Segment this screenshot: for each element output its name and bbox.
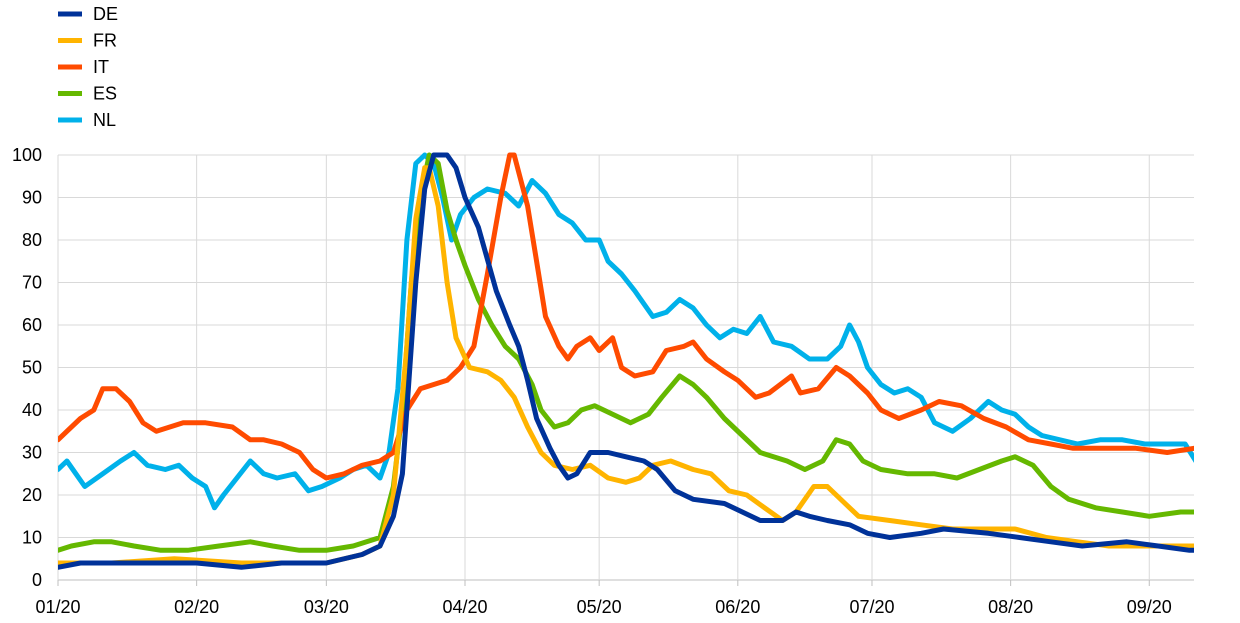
x-tick-label: 02/20 [174,597,219,617]
y-tick-label: 20 [22,485,42,505]
legend-label-nl: NL [93,110,116,130]
x-tick-label: 05/20 [577,597,622,617]
y-tick-label: 80 [22,230,42,250]
legend-label-it: IT [93,57,109,77]
x-tick-label: 06/20 [715,597,760,617]
legend: DE FR IT ES NL [58,4,118,130]
x-tick-label: 08/20 [988,597,1033,617]
y-tick-label: 100 [12,145,42,165]
y-tick-label: 40 [22,400,42,420]
legend-label-de: DE [93,4,118,24]
y-tick-label: 10 [22,528,42,548]
x-tick-label: 07/20 [849,597,894,617]
legend-label-es: ES [93,84,117,104]
legend-label-fr: FR [93,31,117,51]
y-tick-label: 90 [22,188,42,208]
x-tick-label: 04/20 [442,597,487,617]
axes: 0 10 20 30 40 50 60 70 80 90 100 01/20 02/20 03/20 04/… [12,145,1172,617]
y-tick-label: 60 [22,315,42,335]
series-line-de [58,152,1194,570]
series-line-es [58,152,1194,553]
series-lines [58,152,1194,570]
y-tick-label: 70 [22,273,42,293]
x-tick-label: 03/20 [304,597,349,617]
x-tick-label: 01/20 [35,597,80,617]
series-line-it [58,152,1194,481]
series-line-nl [58,152,1194,511]
y-tick-label: 50 [22,358,42,378]
x-tick-label: 09/20 [1127,597,1172,617]
series-line-fr [58,165,1194,566]
y-tick-label: 30 [22,443,42,463]
y-tick-label: 0 [32,570,42,590]
